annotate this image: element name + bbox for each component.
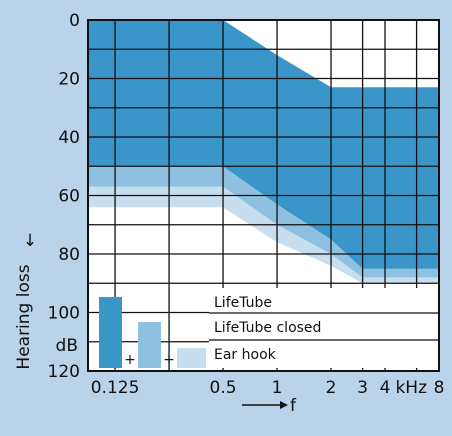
x-tick-label: 8 — [434, 378, 445, 398]
x-axis-label: f — [290, 396, 297, 416]
y-tick-label: 120 — [48, 362, 80, 382]
x-tick-label: 0.5 — [210, 378, 237, 398]
legend-swatch-lifetube-closed — [138, 322, 161, 368]
x-axis-arrow — [242, 401, 288, 409]
legend-swatch-ear-hook — [177, 348, 206, 368]
band-lifetube — [88, 20, 439, 269]
x-tick-label: 2 — [326, 378, 337, 398]
legend-plus-sign: + — [124, 352, 136, 368]
legend-plus-sign: + — [163, 352, 175, 368]
hearing-loss-bands — [88, 20, 439, 284]
x-tick-label: 0.125 — [91, 378, 140, 398]
legend-row-3 — [209, 340, 438, 368]
legend-row-2 — [209, 313, 438, 340]
y-axis-label: Hearing loss — [14, 264, 34, 369]
legend: LifeTube LifeTube closed Ear hook + + — [99, 288, 438, 368]
y-tick-label: 20 — [58, 70, 80, 90]
x-tick-label: 1 — [272, 378, 283, 398]
x-tick-label: kHz — [395, 378, 427, 398]
y-tick-label: 60 — [58, 187, 80, 207]
y-tick-label: 0 — [69, 11, 80, 31]
y-axis-arrow: ↓ — [23, 231, 37, 251]
band-lifetube-closed — [88, 137, 439, 278]
tick-labels: 0 20 40 60 80 100 120 0.125 0.5 1 2 3 4 kHz 8 — [48, 11, 445, 398]
legend-swatch-lifetube — [99, 297, 122, 368]
x-tick-label: 3 — [357, 378, 368, 398]
legend-row-1 — [209, 288, 438, 313]
y-tick-label: 40 — [58, 128, 80, 148]
x-tick-label: 4 — [380, 378, 391, 398]
legend-label: LifeTube — [214, 295, 272, 311]
y-tick-label: 100 — [48, 304, 80, 324]
y-unit-label: dB — [56, 336, 78, 356]
plot-border — [87, 19, 440, 372]
legend-label: LifeTube closed — [214, 320, 321, 336]
band-ear-hook — [88, 186, 439, 284]
y-tick-label: 80 — [58, 245, 80, 265]
legend-label: Ear hook — [214, 347, 277, 363]
